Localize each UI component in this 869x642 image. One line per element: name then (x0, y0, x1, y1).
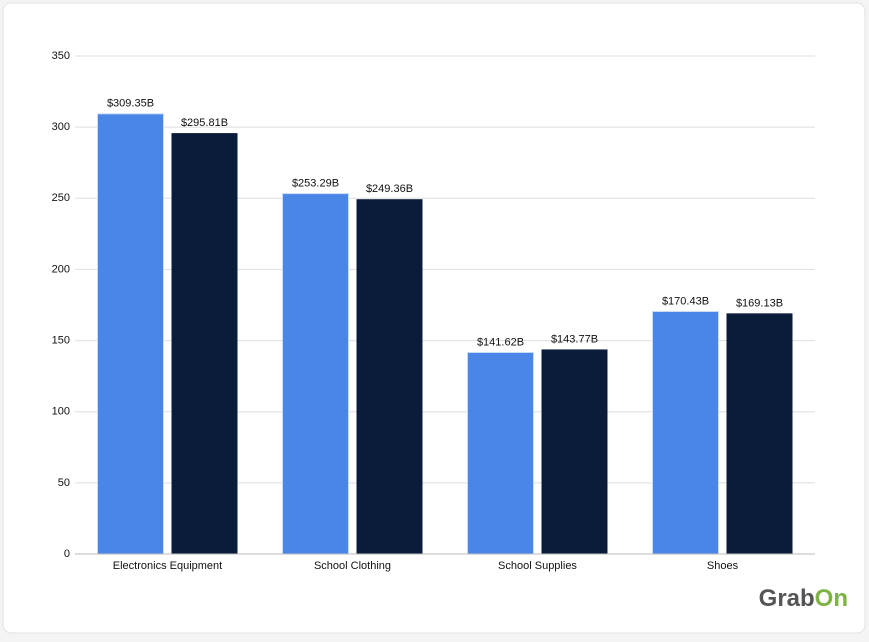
bar (171, 133, 238, 555)
value-label: $170.43B (662, 295, 709, 307)
x-tick-label: School Supplies (498, 560, 577, 572)
logo-right: On (815, 585, 848, 612)
value-label: $295.81B (181, 117, 228, 129)
value-label: $169.13B (736, 297, 783, 309)
value-label: $253.29B (292, 178, 339, 190)
value-label: $143.77B (551, 333, 598, 345)
y-tick-label: 50 (58, 477, 70, 489)
x-tick-label: Shoes (707, 560, 739, 572)
y-tick-label: 100 (52, 406, 70, 418)
x-tick-label: School Clothing (314, 560, 391, 572)
bar (652, 311, 719, 555)
value-label: $249.36B (366, 183, 413, 195)
y-tick-label: 350 (52, 50, 70, 62)
bar (541, 349, 608, 554)
logo: GrabOn (759, 585, 848, 612)
value-label: $309.35B (107, 98, 154, 110)
bar (97, 113, 164, 555)
bar (282, 193, 349, 555)
bar (467, 351, 534, 555)
value-label: $141.62B (477, 336, 524, 348)
logo-left: Grab (759, 585, 815, 612)
y-tick-label: 150 (52, 334, 70, 346)
bar (356, 199, 423, 554)
y-tick-label: 200 (52, 263, 70, 275)
y-tick-label: 300 (52, 121, 70, 133)
bar (726, 313, 793, 554)
x-tick-label: Electronics Equipment (113, 560, 222, 572)
y-tick-label: 250 (52, 192, 70, 204)
y-tick-label: 0 (64, 548, 70, 560)
